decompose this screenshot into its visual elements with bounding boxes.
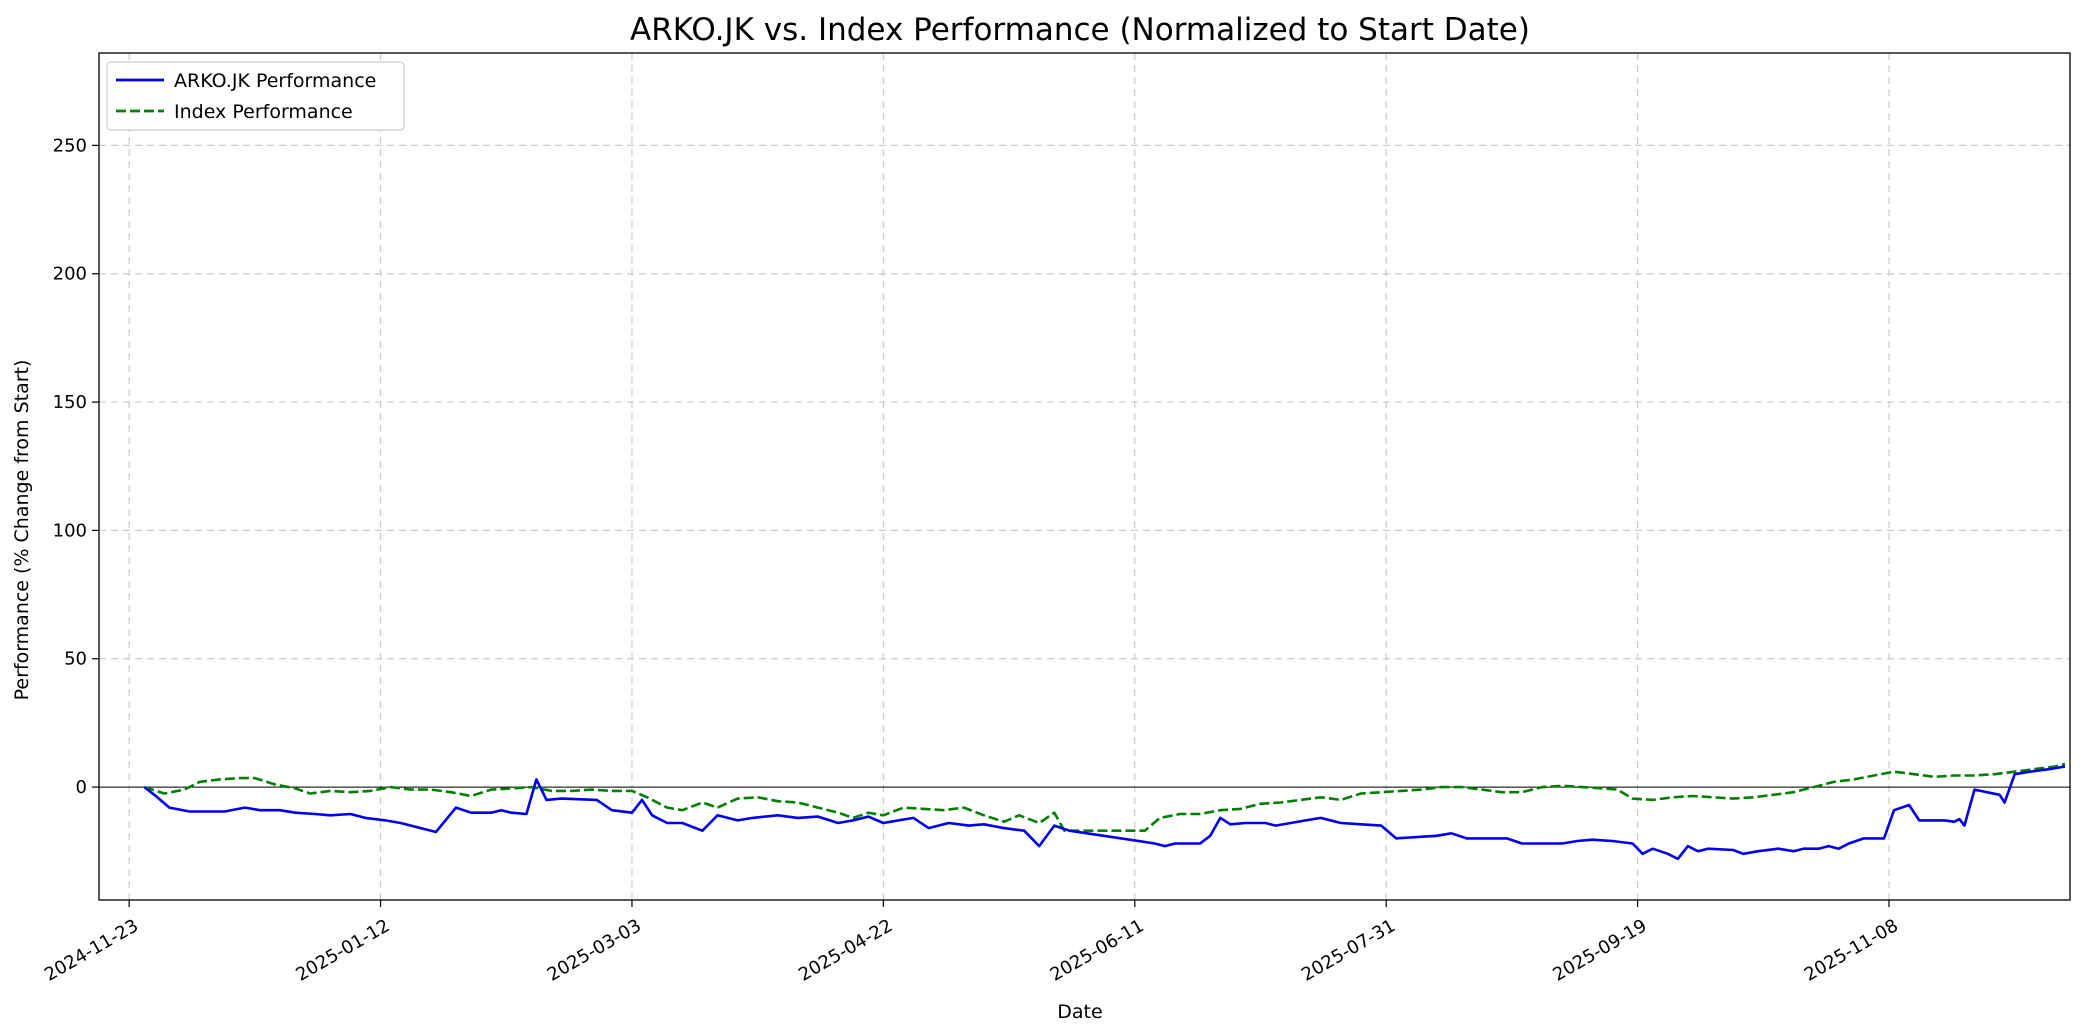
plot-frame bbox=[98, 52, 2071, 901]
y-tick-label: 100 bbox=[53, 520, 87, 541]
y-tick-label: 250 bbox=[53, 135, 87, 156]
legend-box bbox=[106, 61, 405, 131]
y-tick-label: 200 bbox=[53, 264, 87, 285]
y-tick-label: 50 bbox=[64, 649, 87, 670]
legend-label-arko: ARKO.JK Performance bbox=[174, 70, 376, 92]
y-tick-label: 150 bbox=[53, 392, 87, 413]
chart-title: ARKO.JK vs. Index Performance (Normalize… bbox=[630, 12, 1530, 48]
legend: ARKO.JK Performance Index Performance bbox=[106, 61, 405, 131]
y-axis: 0 50 100 150 200 250 bbox=[53, 135, 99, 798]
y-axis-label: Performance (% Change from Start) bbox=[11, 360, 33, 701]
series-arko-line bbox=[143, 765, 2066, 861]
x-axis-label: Date bbox=[1057, 1001, 1102, 1023]
series-layer bbox=[99, 762, 2070, 861]
legend-label-index: Index Performance bbox=[174, 101, 353, 123]
y-tick-label: 0 bbox=[76, 777, 87, 798]
series-index-line bbox=[143, 762, 2066, 833]
